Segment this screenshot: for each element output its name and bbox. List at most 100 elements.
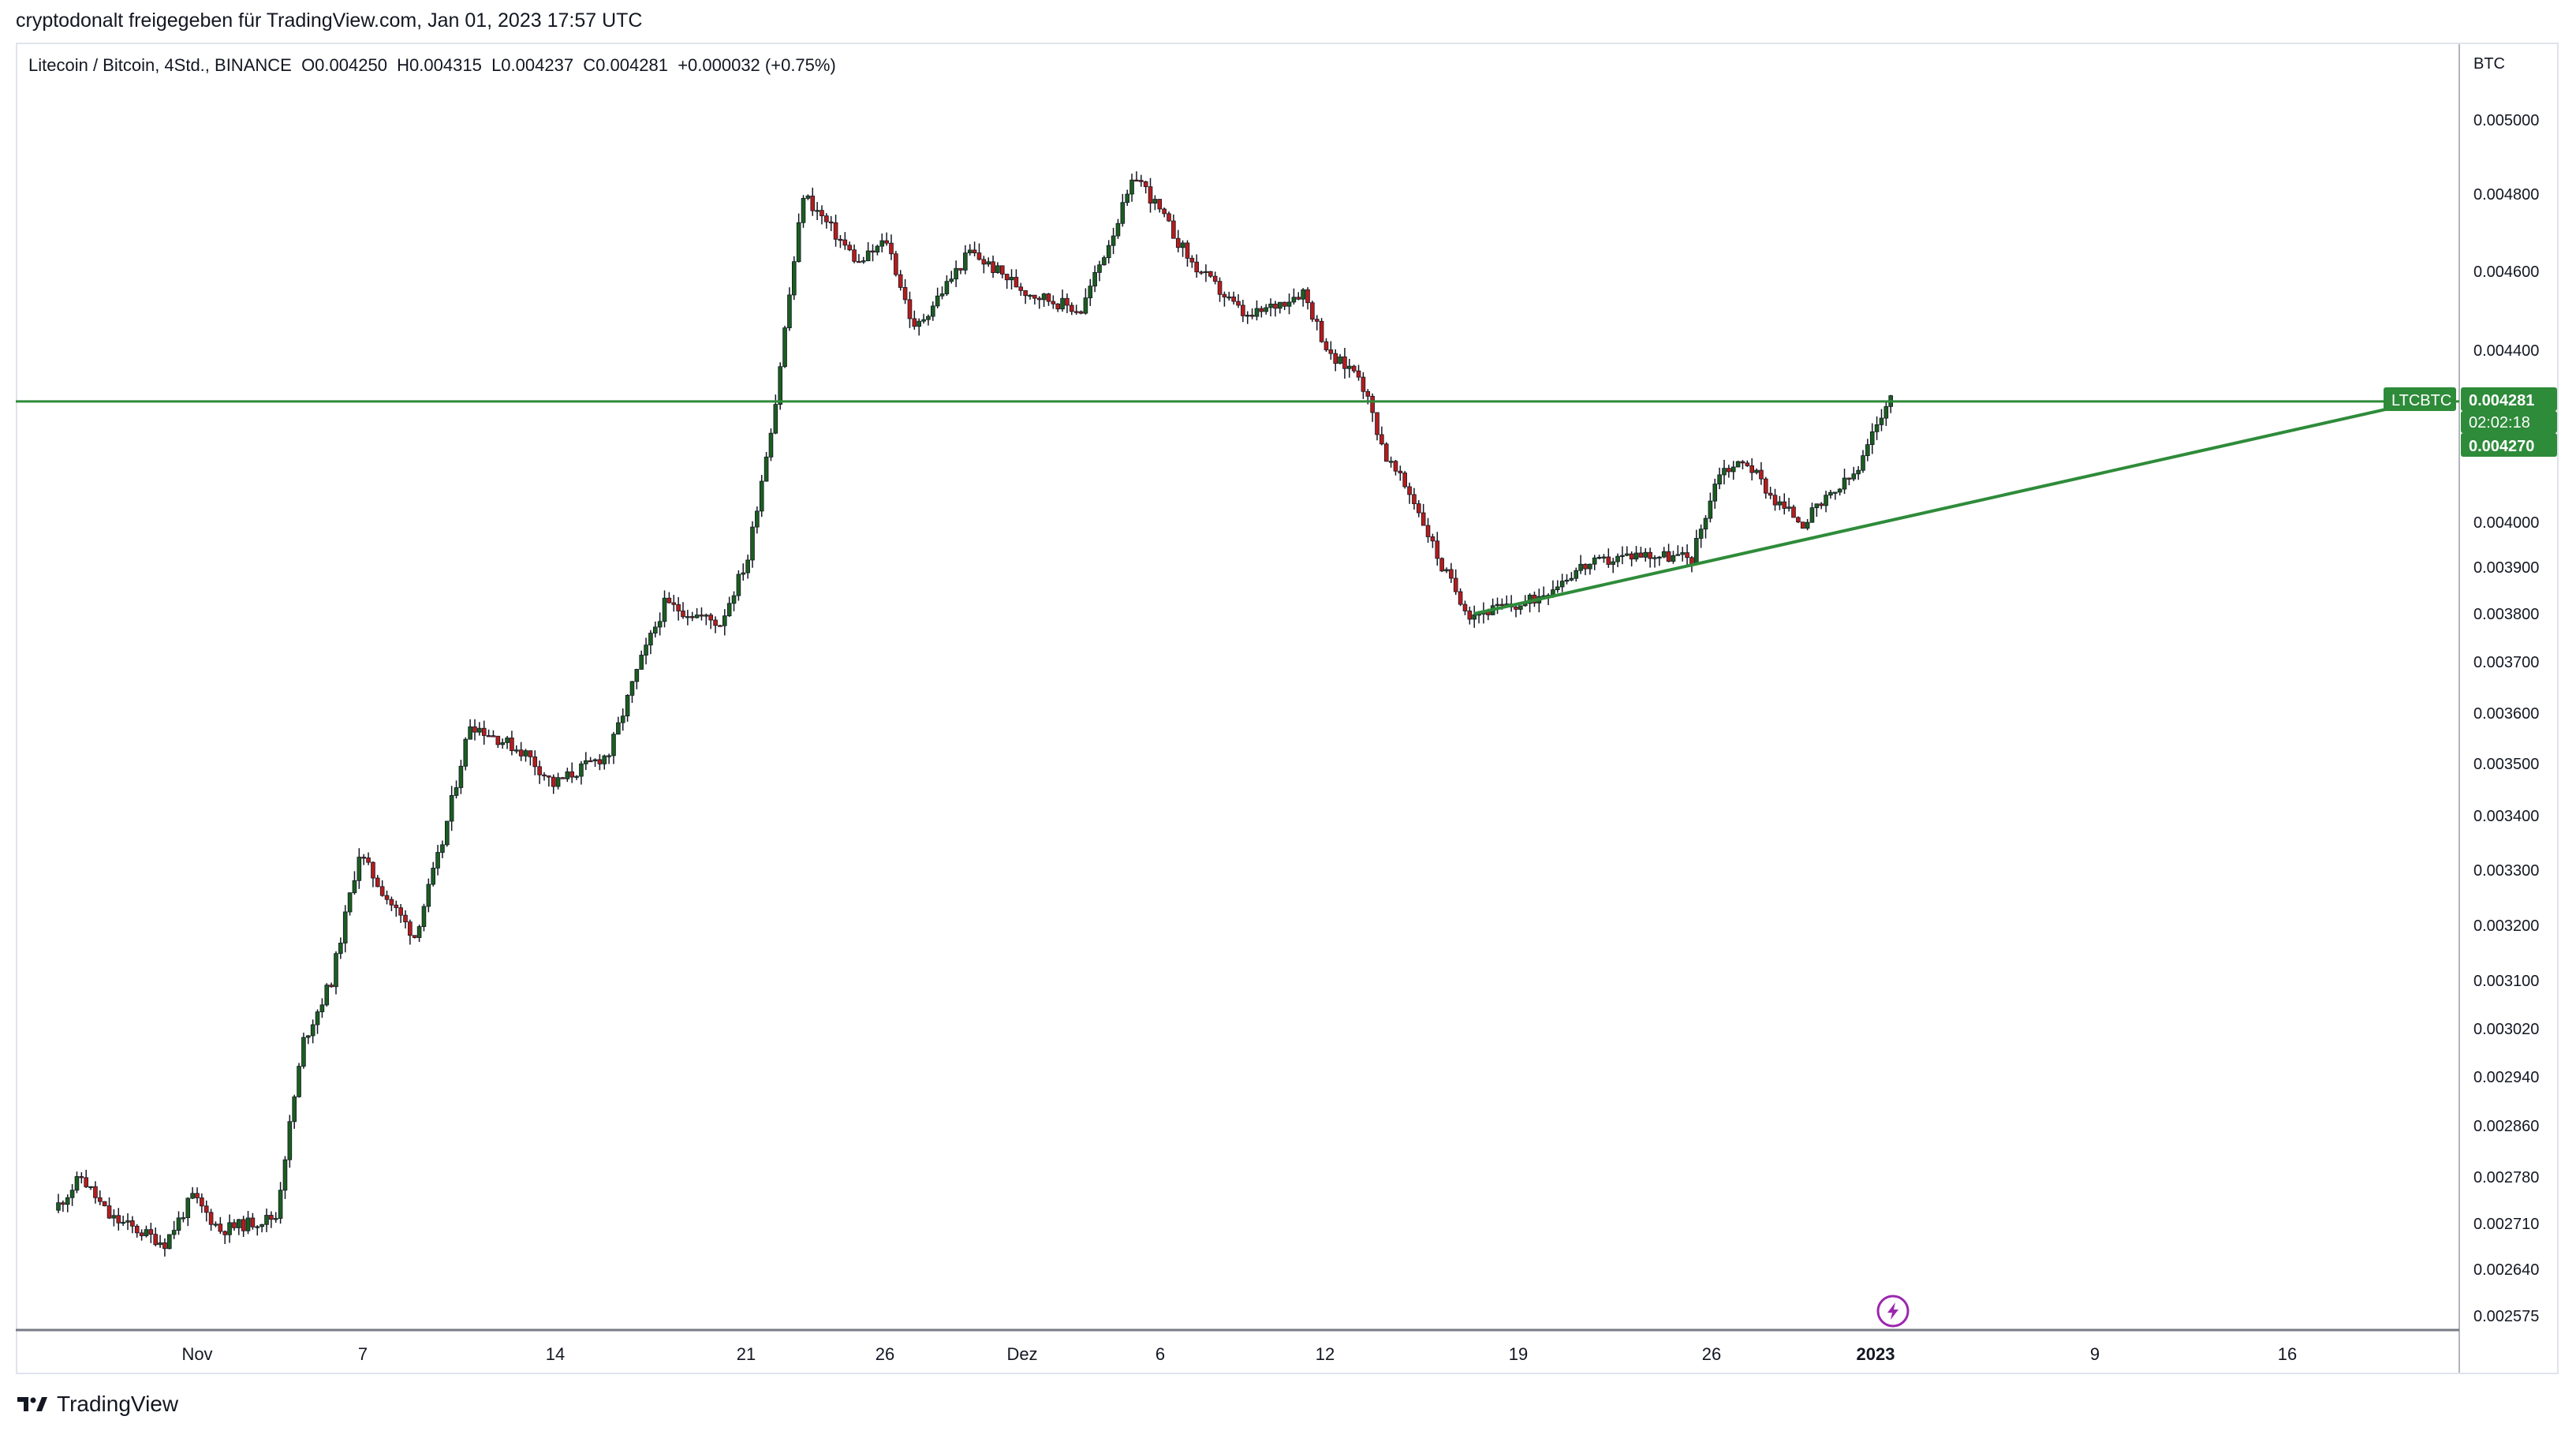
candle xyxy=(1869,423,1875,454)
candle xyxy=(847,241,853,252)
candle xyxy=(1490,598,1495,615)
price-tick-label: 0.003900 xyxy=(2473,559,2539,577)
candle xyxy=(431,861,435,887)
trend-line[interactable] xyxy=(1473,406,2391,615)
candle xyxy=(171,1220,177,1239)
candle xyxy=(1351,364,1357,373)
candle xyxy=(755,506,760,534)
candle xyxy=(1546,593,1551,606)
time-tick-label: 2023 xyxy=(1857,1344,1895,1364)
candle xyxy=(592,758,598,768)
candle xyxy=(1073,305,1079,315)
lightning-icon[interactable] xyxy=(1876,1295,1910,1328)
candle xyxy=(361,854,366,865)
candle xyxy=(1824,491,1828,513)
candle xyxy=(870,244,875,262)
candle xyxy=(106,1197,112,1220)
candle xyxy=(555,772,561,790)
candle xyxy=(79,1172,84,1184)
time-axis[interactable]: Nov 7 14 21 26 Dez 6 12 19 26 2023 9 16 xyxy=(181,1344,2297,1364)
candle xyxy=(537,760,542,784)
candle xyxy=(815,202,819,220)
candle xyxy=(1055,303,1061,312)
candle xyxy=(245,1211,251,1235)
candle xyxy=(1051,295,1056,309)
candle xyxy=(1212,271,1218,285)
candle xyxy=(852,244,857,263)
candle xyxy=(250,1212,256,1230)
candle xyxy=(1319,318,1324,343)
candle xyxy=(222,1230,227,1244)
price-axis[interactable]: 0.005000 0.004800 0.004600 0.004400 0.004000… xyxy=(2473,112,2539,1325)
candle xyxy=(162,1238,167,1257)
candle xyxy=(1800,521,1805,529)
price-tick-label: 0.004600 xyxy=(2473,263,2539,281)
candle xyxy=(329,982,334,988)
candle xyxy=(1407,482,1412,504)
candle xyxy=(1541,586,1547,597)
candle xyxy=(1425,517,1431,544)
candle xyxy=(782,325,787,368)
candle xyxy=(644,637,648,665)
candle xyxy=(1421,503,1426,526)
candle xyxy=(1393,459,1398,476)
candle xyxy=(1222,291,1227,307)
prev-price-label: 0.004270 xyxy=(2461,433,2557,457)
time-tick-label: Dez xyxy=(1006,1344,1037,1364)
symbol-name[interactable]: Litecoin / Bitcoin, 4Std., BINANCE xyxy=(28,55,292,75)
candle xyxy=(653,621,658,638)
candle xyxy=(379,880,385,897)
candle xyxy=(1314,315,1320,331)
candle xyxy=(301,1033,306,1069)
candle xyxy=(1564,574,1570,585)
candle xyxy=(523,749,528,762)
candle xyxy=(1430,533,1435,548)
candle xyxy=(130,1216,135,1234)
candle xyxy=(796,213,801,263)
candle xyxy=(1624,546,1630,557)
candle xyxy=(264,1209,269,1232)
candle xyxy=(310,1019,315,1044)
candle xyxy=(1129,174,1134,202)
candle xyxy=(190,1186,195,1200)
candle xyxy=(56,1194,61,1213)
open-value: O0.004250 xyxy=(301,55,387,75)
candle xyxy=(1217,277,1223,302)
candle xyxy=(842,232,848,250)
candle xyxy=(574,775,579,780)
time-tick-label: 26 xyxy=(875,1344,894,1364)
candle xyxy=(939,286,945,300)
candle xyxy=(560,776,566,779)
candle xyxy=(704,613,709,626)
candle xyxy=(666,592,672,604)
candle xyxy=(472,719,477,741)
candle xyxy=(1282,301,1287,311)
candle xyxy=(629,681,635,704)
footer-brand[interactable]: TradingView xyxy=(16,1392,178,1417)
candle xyxy=(500,738,505,749)
candle xyxy=(547,775,551,787)
candle xyxy=(1874,416,1880,440)
candle xyxy=(1296,292,1301,301)
price-tick-label: 0.003200 xyxy=(2473,917,2539,935)
drawings xyxy=(16,400,2459,615)
candle xyxy=(532,750,538,775)
time-tick-label: 12 xyxy=(1316,1344,1335,1364)
candle xyxy=(384,891,390,905)
candle xyxy=(1444,567,1449,574)
candle xyxy=(426,878,431,913)
candle xyxy=(1685,544,1689,566)
time-tick-label: 21 xyxy=(737,1344,756,1364)
candle xyxy=(986,257,991,267)
candle xyxy=(1888,394,1894,413)
candle xyxy=(148,1222,154,1243)
candle xyxy=(1370,393,1375,422)
candle xyxy=(620,708,625,731)
candle xyxy=(510,730,514,756)
candle xyxy=(116,1208,121,1231)
candle xyxy=(894,251,898,277)
candle xyxy=(1643,547,1648,562)
candle xyxy=(1786,498,1791,512)
candle xyxy=(607,753,611,764)
